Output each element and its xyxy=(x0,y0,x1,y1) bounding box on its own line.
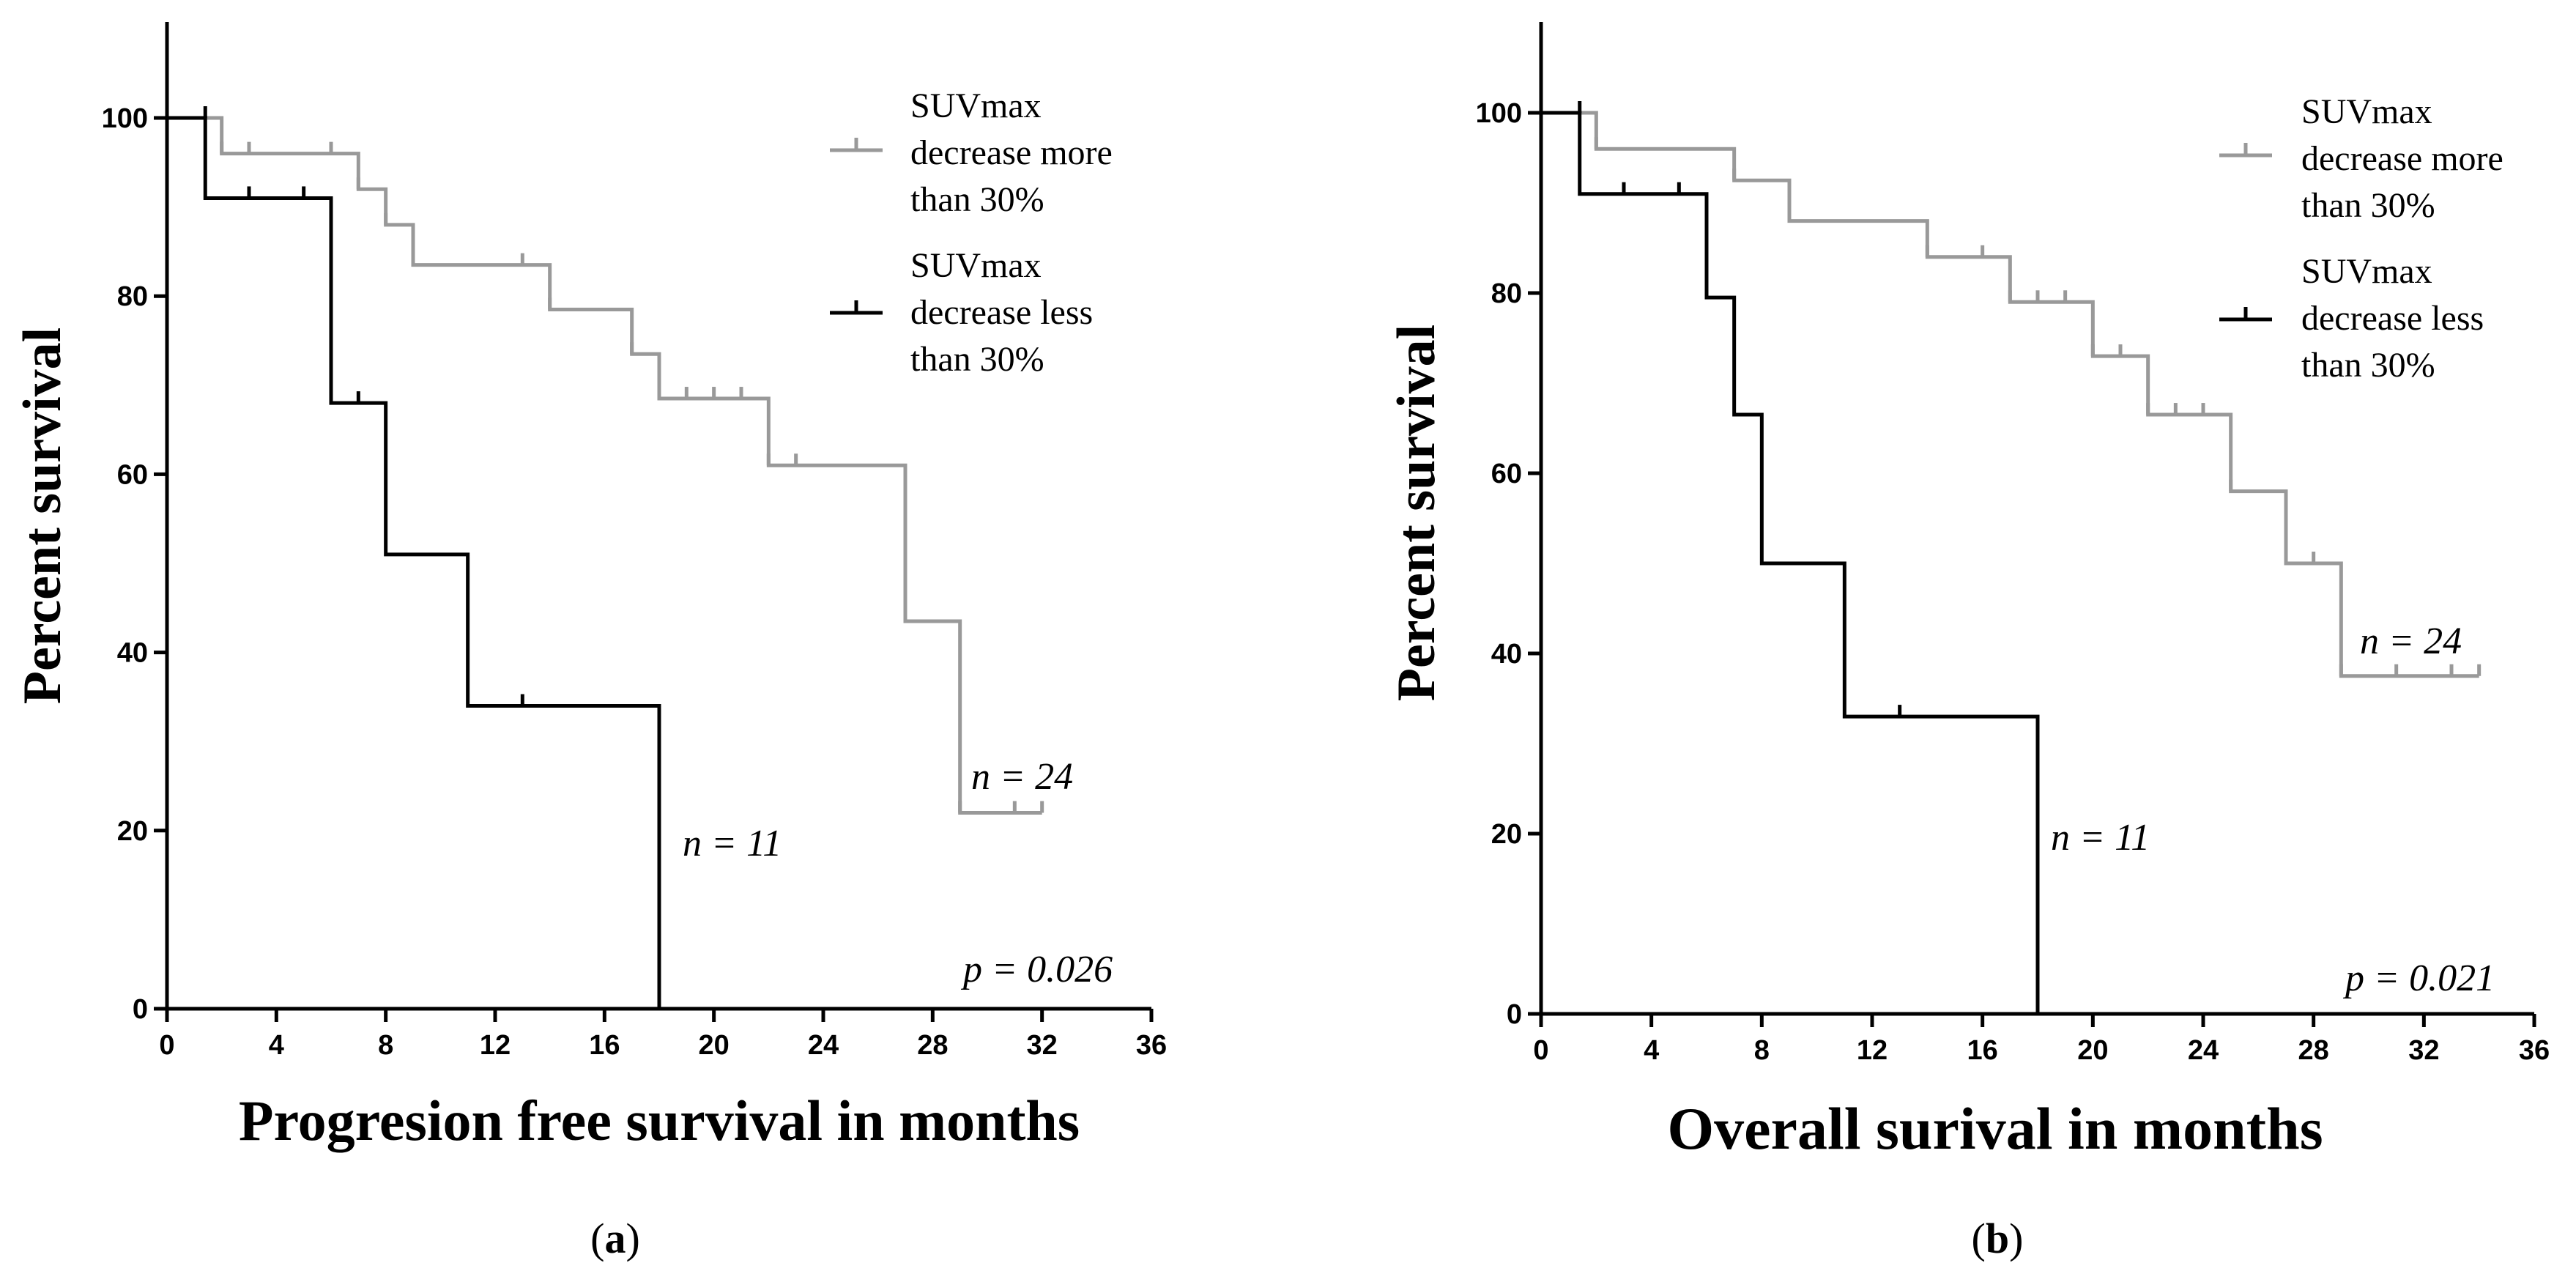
legend: SUVmax decrease more than 30% SUVmax dec… xyxy=(830,86,1121,379)
x-tick-label: 20 xyxy=(2077,1035,2108,1066)
x-tick-label: 32 xyxy=(1027,1030,1058,1061)
x-tick-label: 0 xyxy=(1533,1035,1548,1066)
n-label-black: n = 11 xyxy=(683,823,782,864)
legend-label-black: SUVmax decrease less than 30% xyxy=(910,246,1102,379)
x-tick-label: 20 xyxy=(699,1030,730,1061)
x-tick-label: 16 xyxy=(1967,1035,1998,1066)
x-tick-label: 8 xyxy=(378,1030,393,1061)
n-label-black: n = 11 xyxy=(2051,817,2150,859)
series-line-less-than-30 xyxy=(1541,111,2040,1014)
panel-label-b: (b) xyxy=(1972,1215,2024,1262)
series-line-more-than-30 xyxy=(1541,111,2479,678)
y-tick-label: 60 xyxy=(117,459,148,490)
x-tick-label: 36 xyxy=(1136,1030,1167,1061)
x-axis-ticks: 0 4 8 12 16 20 24 28 32 36 xyxy=(159,1009,1167,1061)
y-tick-label: 20 xyxy=(117,816,148,847)
series-line-less-than-30 xyxy=(167,116,661,1009)
y-axis-title: Percent survival xyxy=(12,327,73,704)
x-tick-label: 4 xyxy=(269,1030,284,1061)
x-tick-label: 8 xyxy=(1754,1035,1770,1066)
x-tick-label: 12 xyxy=(1857,1035,1888,1066)
n-label-gray: n = 24 xyxy=(971,756,1073,798)
chart-panel-a: 0 20 40 60 80 100 0 4 8 12 16 20 24 28 32 36 Percent s… xyxy=(12,22,1167,1262)
legend-label-gray: SUVmax decrease more than 30% xyxy=(910,86,1121,219)
x-tick-label: 12 xyxy=(480,1030,511,1061)
y-tick-label: 100 xyxy=(102,103,148,134)
y-tick-label: 100 xyxy=(1476,98,1522,129)
x-tick-label: 24 xyxy=(808,1030,839,1061)
y-tick-label: 20 xyxy=(1491,819,1522,850)
x-tick-label: 0 xyxy=(159,1030,174,1061)
y-axis-title: Percent survival xyxy=(1387,325,1447,701)
x-tick-label: 28 xyxy=(2298,1035,2329,1066)
x-tick-label: 24 xyxy=(2188,1035,2219,1066)
legend-label-black: SUVmax decrease less than 30% xyxy=(2301,252,2493,385)
y-tick-label: 80 xyxy=(1491,278,1522,309)
panel-label-a: (a) xyxy=(590,1215,640,1262)
chart-panel-b: 0 20 40 60 80 100 0 4 8 12 16 20 24 28 32 36 Percent s… xyxy=(1387,22,2550,1262)
y-tick-label: 40 xyxy=(1491,639,1522,670)
y-axis-ticks: 0 20 40 60 80 100 xyxy=(102,103,167,1025)
series-group xyxy=(167,106,1044,1009)
p-value-label: p = 0.026 xyxy=(960,949,1113,990)
x-axis-title: Progresion free survival in months xyxy=(239,1089,1080,1152)
x-axis-title: Overall surival in months xyxy=(1667,1095,2323,1162)
x-tick-label: 16 xyxy=(589,1030,620,1061)
y-tick-label: 0 xyxy=(133,994,148,1025)
p-value-label: p = 0.021 xyxy=(2342,957,2495,999)
y-tick-label: 60 xyxy=(1491,459,1522,489)
x-tick-label: 32 xyxy=(2408,1035,2439,1066)
legend-label-gray: SUVmax decrease more than 30% xyxy=(2301,92,2512,225)
x-tick-label: 36 xyxy=(2519,1035,2550,1066)
n-label-gray: n = 24 xyxy=(2360,620,2462,662)
series-group xyxy=(1541,101,2482,1014)
x-axis-ticks: 0 4 8 12 16 20 24 28 32 36 xyxy=(1533,1014,2550,1066)
y-tick-label: 80 xyxy=(117,281,148,312)
y-axis-ticks: 0 20 40 60 80 100 xyxy=(1476,98,1541,1030)
y-tick-label: 0 xyxy=(1507,999,1522,1030)
legend: SUVmax decrease more than 30% SUVmax dec… xyxy=(2219,92,2512,385)
x-tick-label: 28 xyxy=(917,1030,948,1061)
y-tick-label: 40 xyxy=(117,638,148,669)
series-line-more-than-30 xyxy=(167,116,1042,815)
x-tick-label: 4 xyxy=(1644,1035,1659,1066)
